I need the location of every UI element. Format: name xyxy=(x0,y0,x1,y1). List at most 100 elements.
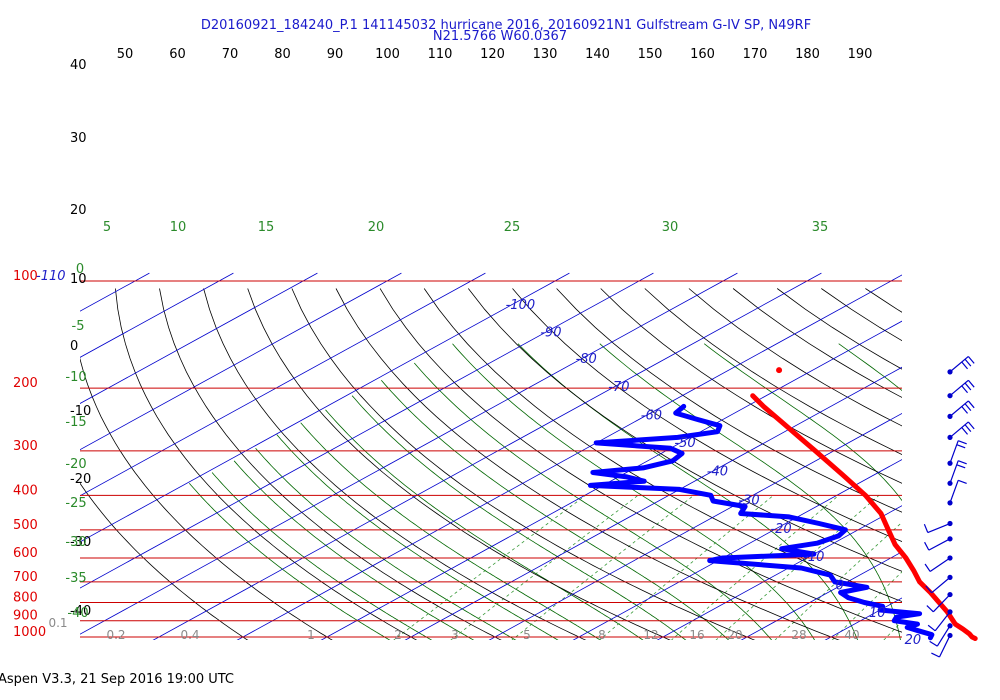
dry-adiabat-line xyxy=(203,288,587,640)
isotherm-label: -20 xyxy=(770,522,791,537)
mixing-ratio-line xyxy=(995,495,1000,644)
wind-barb-staff xyxy=(936,625,951,647)
dry-adiabat-line xyxy=(115,288,418,640)
wind-barb-feather xyxy=(956,464,966,469)
height-label: 40 xyxy=(70,58,87,73)
height-label: 10 xyxy=(70,272,87,287)
chart-title: D20160921_184240_P.1 141145032 hurricane… xyxy=(201,18,811,33)
mixing-ratio-label: 40 xyxy=(844,628,859,642)
isotherm-label: -40 xyxy=(707,465,728,480)
wind-barb xyxy=(924,536,953,551)
moist-adiabat-line xyxy=(380,379,730,640)
mixing-ratio-line xyxy=(715,495,880,640)
dry-adiabat-line xyxy=(512,288,902,543)
wind-barb xyxy=(931,632,953,658)
moist-adiabat-label: 15 xyxy=(258,220,275,235)
height-label: 0 xyxy=(70,339,78,354)
moist-adiabat-line xyxy=(351,395,687,640)
mixing-ratio-grid xyxy=(393,494,1000,644)
isotherm-line xyxy=(80,272,234,358)
wind-barb-staff xyxy=(927,522,951,534)
mixing-ratio-label: 20 xyxy=(727,628,742,642)
temperature-line xyxy=(750,393,978,641)
mixing-ratio-label: 28 xyxy=(791,628,806,642)
isotherm-label: -60 xyxy=(641,409,662,424)
moist-adiabat-label: 0 xyxy=(76,262,84,277)
moist-adiabat-label: -20 xyxy=(65,457,86,472)
top-axis-label: 140 xyxy=(585,47,610,62)
moist-adiabat-label: -5 xyxy=(72,319,85,334)
top-axis-label: 70 xyxy=(222,47,239,62)
dry-adiabat-line xyxy=(556,288,902,513)
moist-adiabat-line xyxy=(325,409,644,640)
top-axis-label: 160 xyxy=(690,47,715,62)
isotherm-label: -10 xyxy=(803,550,824,565)
moist-adiabat-line xyxy=(188,483,391,640)
top-axis-label: 190 xyxy=(848,47,873,62)
moist-adiabat-label: 5 xyxy=(103,220,111,235)
moist-adiabat-label: 20 xyxy=(368,220,385,235)
wind-barb xyxy=(947,379,975,399)
isotherm-line xyxy=(901,273,1000,644)
isotherm-label: 10 xyxy=(869,606,886,621)
wind-barb-staff xyxy=(949,460,959,484)
isotherm-line xyxy=(572,459,902,640)
moist-adiabat-line xyxy=(233,460,475,640)
dry-adiabat-line xyxy=(600,288,902,484)
moist-adiabat-label: -15 xyxy=(65,415,86,430)
pressure-label: 100 xyxy=(13,269,38,284)
mixing-ratio-label: 1 xyxy=(307,628,315,642)
moist-adiabat-label: -35 xyxy=(65,571,86,586)
dry-adiabat-line xyxy=(423,288,902,602)
top-axis-label: 100 xyxy=(375,47,400,62)
wind-barb xyxy=(925,574,953,594)
isotherm-line xyxy=(152,272,822,640)
moist-adiabat-label: -10 xyxy=(65,370,86,385)
wind-barb-feather xyxy=(967,421,975,430)
wind-barb xyxy=(947,479,967,506)
mixing-ratio-label: 3 xyxy=(451,628,459,642)
height-label: -10 xyxy=(70,404,91,419)
wind-barb xyxy=(947,421,975,441)
wind-barb xyxy=(947,355,975,375)
moist-adiabat-label: -40 xyxy=(67,606,88,621)
moist-adiabat-label: 35 xyxy=(812,220,829,235)
dry-adiabat-line xyxy=(159,288,502,640)
wind-barb-feather xyxy=(964,382,972,391)
mixing-ratio-label: 12 xyxy=(643,628,658,642)
dry-adiabat-line xyxy=(467,288,902,572)
mixing-ratio-line xyxy=(450,494,639,640)
isolated-temperature-point xyxy=(776,367,783,374)
top-axis-label: 170 xyxy=(743,47,768,62)
mixing-ratio-line xyxy=(918,495,1000,644)
height-label: -40 xyxy=(70,604,91,619)
moist-adiabat-label: 25 xyxy=(504,220,521,235)
height-label: -30 xyxy=(70,535,91,550)
dry-adiabat-line xyxy=(379,288,902,633)
wind-barb-feather xyxy=(967,400,975,409)
mixing-ratio-label: 0.2 xyxy=(106,628,125,642)
height-label: 20 xyxy=(70,203,87,218)
wind-barb-feather xyxy=(967,379,975,388)
dry-adiabat-line xyxy=(247,288,671,640)
top-axis-label: 80 xyxy=(274,47,291,62)
pressure-label: 400 xyxy=(13,483,38,498)
wind-barb-staff xyxy=(949,421,969,438)
isotherm-label: -30 xyxy=(738,493,759,508)
top-axis-label: 110 xyxy=(428,47,453,62)
isotherm-line xyxy=(656,505,902,640)
top-axis-label: 120 xyxy=(480,47,505,62)
isotherm-label: -90 xyxy=(540,325,561,340)
moist-adiabat-label: 10 xyxy=(170,220,187,235)
mixing-ratio-line xyxy=(599,494,774,640)
pressure-label: 900 xyxy=(13,609,38,624)
mixing-ratio-label: 0.1 xyxy=(48,616,67,630)
isotherm-line xyxy=(404,366,902,640)
pressure-label: 700 xyxy=(13,570,38,585)
mixing-ratio-line xyxy=(511,494,695,640)
height-label: 30 xyxy=(70,131,87,146)
isotherm-line xyxy=(824,597,902,640)
wind-barb xyxy=(927,609,953,632)
moist-adiabat-line xyxy=(452,343,816,640)
wind-barb xyxy=(947,440,967,466)
